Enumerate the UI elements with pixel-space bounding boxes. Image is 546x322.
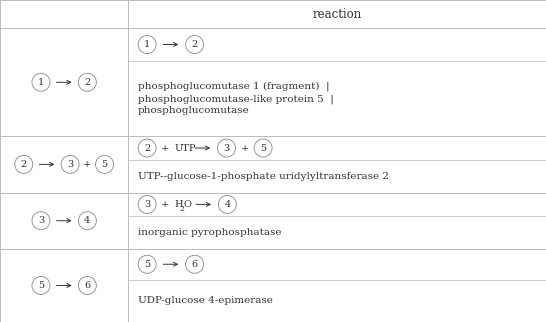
Text: reaction: reaction [312, 8, 362, 21]
Ellipse shape [138, 139, 156, 157]
Text: 2: 2 [192, 40, 198, 49]
Text: phosphoglucomutase 1 (fragment)  |
phosphoglucomutase-like protein 5  |
phosphog: phosphoglucomutase 1 (fragment) | phosph… [138, 81, 334, 115]
Text: 4: 4 [224, 200, 230, 209]
Text: UTP--glucose-1-phosphate uridylyltransferase 2: UTP--glucose-1-phosphate uridylyltransfe… [138, 172, 389, 181]
Ellipse shape [218, 195, 236, 213]
Ellipse shape [138, 255, 156, 273]
Ellipse shape [15, 156, 33, 173]
Text: 5: 5 [144, 260, 150, 269]
Ellipse shape [138, 35, 156, 53]
Ellipse shape [79, 277, 96, 294]
Ellipse shape [32, 73, 50, 91]
Ellipse shape [32, 212, 50, 230]
Ellipse shape [61, 156, 79, 173]
Text: 6: 6 [192, 260, 198, 269]
Text: 3: 3 [38, 216, 44, 225]
Text: 5: 5 [38, 281, 44, 290]
Ellipse shape [32, 277, 50, 294]
Ellipse shape [186, 255, 204, 273]
Text: 5: 5 [260, 144, 266, 153]
Text: +: + [161, 200, 170, 209]
Ellipse shape [186, 35, 204, 53]
Ellipse shape [96, 156, 114, 173]
Text: +: + [161, 144, 170, 153]
Text: O: O [183, 200, 191, 209]
Text: 1: 1 [38, 78, 44, 87]
Text: UDP-glucose 4-epimerase: UDP-glucose 4-epimerase [138, 296, 273, 305]
Text: 6: 6 [84, 281, 91, 290]
Text: 2: 2 [84, 78, 91, 87]
Text: 2: 2 [21, 160, 27, 169]
Text: 3: 3 [223, 144, 230, 153]
Text: 2: 2 [144, 144, 150, 153]
Text: 1: 1 [144, 40, 150, 49]
Ellipse shape [254, 139, 272, 157]
Text: 3: 3 [144, 200, 150, 209]
Text: 4: 4 [84, 216, 91, 225]
Text: 3: 3 [67, 160, 73, 169]
Text: UTP: UTP [175, 144, 196, 153]
Text: inorganic pyrophosphatase: inorganic pyrophosphatase [138, 228, 282, 237]
Text: +: + [241, 144, 249, 153]
Ellipse shape [138, 195, 156, 213]
Ellipse shape [79, 212, 96, 230]
Text: 2: 2 [180, 205, 185, 213]
Ellipse shape [79, 73, 96, 91]
Ellipse shape [217, 139, 235, 157]
Text: H: H [175, 200, 183, 209]
Text: 5: 5 [102, 160, 108, 169]
Text: +: + [83, 160, 92, 169]
